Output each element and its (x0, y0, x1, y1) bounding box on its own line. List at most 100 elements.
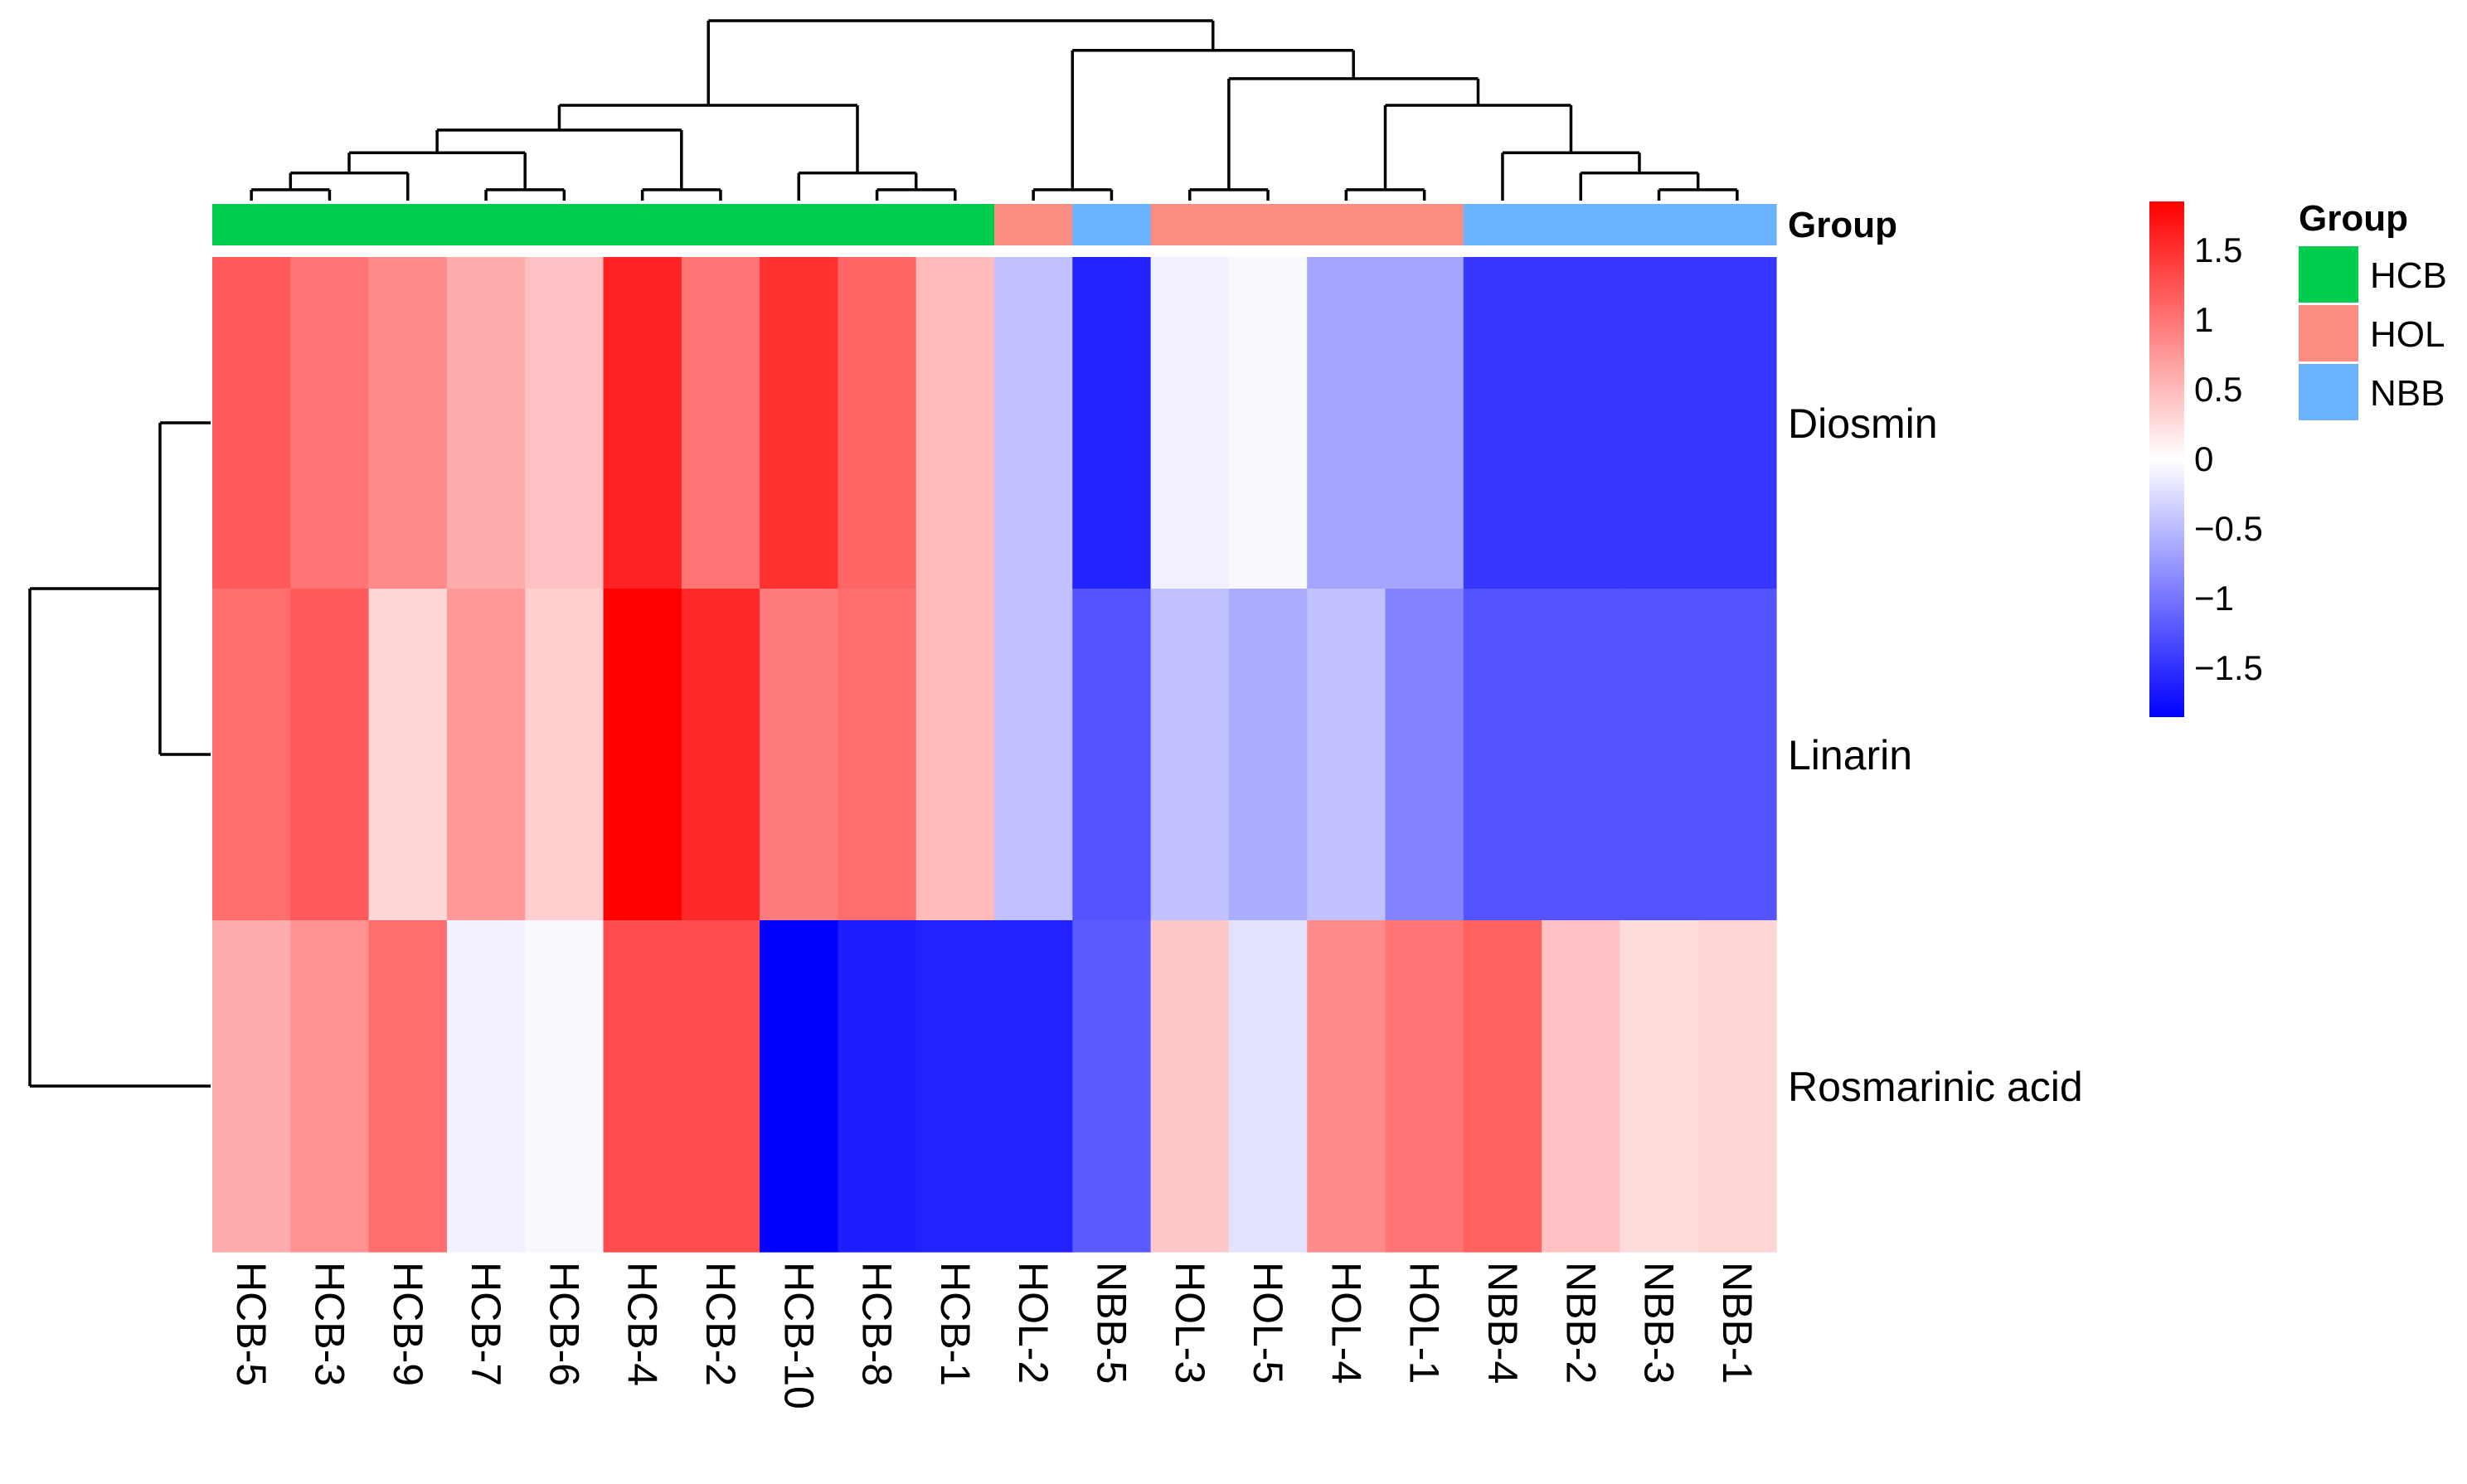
legend-swatch-hcb (2299, 246, 2358, 303)
color-scale-bar (2149, 201, 2184, 717)
heatmap-cell-linarin-hcb-7 (446, 589, 526, 921)
heatmap-cell-rosmarinic-acid-hcb-4 (603, 920, 682, 1253)
column-label-hol-1: HOL-1 (1401, 1262, 1448, 1384)
legend-label-hol: HOL (2370, 314, 2445, 355)
heatmap-cell-linarin-hcb-4 (603, 589, 682, 921)
heatmap-cell-diosmin-hcb-2 (681, 257, 760, 589)
legend-label-hcb: HCB (2370, 255, 2447, 296)
group-cell-nbb-5 (1072, 204, 1152, 245)
row-dendrogram (28, 421, 211, 1088)
group-legend: Group HCB HOL NBB (2299, 198, 2447, 420)
group-cell-nbb-1 (1697, 204, 1777, 245)
color-scale-tick-label: 1.5 (2194, 230, 2242, 269)
column-label-hol-3: HOL-3 (1167, 1262, 1213, 1384)
column-label-hol-4: HOL-4 (1323, 1262, 1369, 1384)
heatmap-cell-rosmarinic-acid-hcb-1 (915, 920, 995, 1253)
group-cell-hcb-3 (290, 204, 370, 245)
color-scale-tick-label: 0 (2194, 439, 2213, 478)
column-labels: HCB-5 HCB-3 HCB-9 HCB-7 HCB-6 HCB-4 HCB-2 HCB-1… (228, 1262, 1760, 1409)
group-cell-hol-4 (1307, 204, 1386, 245)
heatmap-cell-rosmarinic-acid-nbb-1 (1697, 920, 1777, 1253)
column-label-hcb-3: HCB-3 (306, 1262, 352, 1386)
legend-title: Group (2299, 198, 2408, 239)
heatmap-cell-rosmarinic-acid-hcb-6 (525, 920, 605, 1253)
heatmap-cell-linarin-hcb-3 (290, 589, 370, 921)
heatmap-cell-rosmarinic-acid-hcb-8 (838, 920, 917, 1253)
column-label-hol-2: HOL-2 (1010, 1262, 1056, 1384)
heatmap-cell-linarin-hcb-9 (368, 589, 448, 921)
heatmap-cell-rosmarinic-acid-hcb-7 (446, 920, 526, 1253)
color-scale-tick-label: 0.5 (2194, 370, 2242, 409)
heatmap-cell-linarin-hcb-1 (915, 589, 995, 921)
heatmap-cell-rosmarinic-acid-hol-2 (994, 920, 1073, 1253)
heatmap-cell-linarin-hcb-2 (681, 589, 760, 921)
heatmap-cell-diosmin-hcb-3 (290, 257, 370, 589)
column-label-hcb-7: HCB-7 (463, 1262, 509, 1386)
group-cell-hcb-1 (915, 204, 995, 245)
column-label-hcb-4: HCB-4 (619, 1262, 666, 1386)
column-label-hol-5: HOL-5 (1245, 1262, 1291, 1384)
column-label-nbb-3: NBB-3 (1636, 1262, 1683, 1384)
heatmap-cell-rosmarinic-acid-hol-3 (1150, 920, 1230, 1253)
group-cell-hcb-5 (212, 204, 291, 245)
color-scale: 1.5 1 0.5 0 −0.5 −1 −1.5 (2149, 201, 2263, 717)
row-label-diosmin: Diosmin (1788, 400, 1938, 447)
group-cell-hol-3 (1150, 204, 1230, 245)
heatmap-cell-diosmin-hcb-1 (915, 257, 995, 589)
row-labels: Diosmin Linarin Rosmarinic acid (1788, 400, 2083, 1110)
heatmap-cell-diosmin-hcb-10 (760, 257, 838, 589)
color-scale-tick-label: −1.5 (2194, 648, 2263, 687)
heatmap-cell-rosmarinic-acid-hol-1 (1385, 920, 1464, 1253)
column-label-nbb-4: NBB-4 (1479, 1262, 1526, 1384)
column-label-hcb-8: HCB-8 (854, 1262, 901, 1386)
heatmap-cell-rosmarinic-acid-nbb-4 (1463, 920, 1542, 1253)
heatmap-cell-linarin-nbb-5 (1072, 589, 1152, 921)
heatmap-cell-linarin-hol-2 (994, 589, 1073, 921)
heatmap-cell-linarin-hol-3 (1150, 589, 1230, 921)
heatmap-cell-rosmarinic-acid-hol-4 (1307, 920, 1386, 1253)
heatmap-cell-diosmin-nbb-1 (1697, 257, 1777, 589)
legend-label-nbb: NBB (2370, 373, 2445, 414)
heatmap-cells (212, 257, 1777, 1253)
heatmap-cell-diosmin-hol-1 (1385, 257, 1464, 589)
heatmap-cell-linarin-nbb-4 (1463, 589, 1542, 921)
color-scale-tick-label: 1 (2194, 300, 2213, 339)
column-label-nbb-2: NBB-2 (1557, 1262, 1604, 1384)
heatmap-cell-rosmarinic-acid-hcb-10 (760, 920, 838, 1253)
heatmap-cell-linarin-hol-1 (1385, 589, 1464, 921)
group-annotation-bar (212, 204, 1777, 245)
heatmap-cell-diosmin-hcb-4 (603, 257, 682, 589)
column-label-hcb-6: HCB-6 (541, 1262, 587, 1386)
heatmap-cell-linarin-hol-4 (1307, 589, 1386, 921)
group-cell-hol-1 (1385, 204, 1464, 245)
heatmap-cell-rosmarinic-acid-hcb-2 (681, 920, 760, 1253)
column-dendrogram (250, 19, 1739, 201)
column-label-hcb-10: HCB-10 (775, 1262, 822, 1409)
group-cell-hcb-6 (525, 204, 605, 245)
group-cell-nbb-4 (1463, 204, 1542, 245)
heatmap-cell-diosmin-hol-5 (1228, 257, 1308, 589)
heatmap-cell-rosmarinic-acid-nbb-2 (1542, 920, 1620, 1253)
row-label-linarin: Linarin (1788, 732, 1912, 778)
legend-swatch-hol (2299, 305, 2358, 361)
column-label-hcb-1: HCB-1 (932, 1262, 979, 1386)
heatmap-cell-diosmin-hcb-7 (446, 257, 526, 589)
heatmap-cell-diosmin-hol-4 (1307, 257, 1386, 589)
group-row-title: Group (1788, 205, 1897, 245)
heatmap-cell-diosmin-nbb-5 (1072, 257, 1152, 589)
heatmap-cell-linarin-hcb-10 (760, 589, 838, 921)
heatmap-cell-rosmarinic-acid-hcb-3 (290, 920, 370, 1253)
heatmap-cell-diosmin-hol-3 (1150, 257, 1230, 589)
group-cell-hcb-2 (681, 204, 760, 245)
heatmap-cell-linarin-nbb-1 (1697, 589, 1777, 921)
heatmap-cell-linarin-hcb-8 (838, 589, 917, 921)
heatmap-cell-linarin-nbb-3 (1620, 589, 1699, 921)
group-cell-hcb-7 (446, 204, 526, 245)
row-label-rosmarinic-acid: Rosmarinic acid (1788, 1064, 2083, 1110)
heatmap-cell-diosmin-hcb-8 (838, 257, 917, 589)
heatmap-cell-rosmarinic-acid-nbb-5 (1072, 920, 1152, 1253)
group-cell-hcb-9 (368, 204, 448, 245)
heatmap-cell-diosmin-nbb-2 (1542, 257, 1620, 589)
group-cell-hcb-8 (838, 204, 917, 245)
